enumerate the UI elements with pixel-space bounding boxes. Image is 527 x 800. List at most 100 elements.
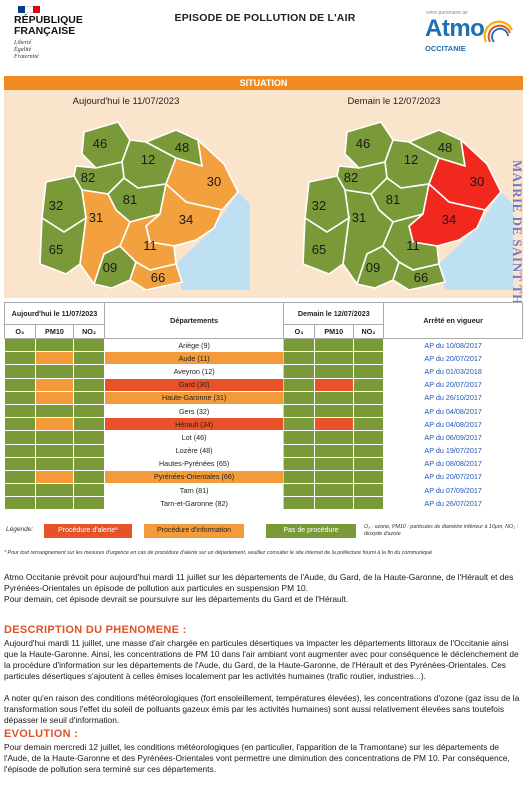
today-no2-cell <box>73 443 105 458</box>
department-name: Hérault (34) <box>103 417 285 432</box>
today-no2-cell <box>73 469 105 485</box>
atmo-tagline: votre partenaire air <box>426 10 468 16</box>
document-title: EPISODE DE POLLUTION DE L'AIR <box>174 12 356 24</box>
today-no2-cell <box>73 364 105 379</box>
today-o3-cell <box>4 351 36 366</box>
arrete-link[interactable]: AP du 07/09/2017 <box>383 483 523 498</box>
pollution-status-table: Aujourd'hui le 11/07/2023 Départements D… <box>4 302 523 511</box>
tomorrow-pm10-cell <box>313 337 354 353</box>
table-row: Haute-Garonne (31) AP du 26/10/2017 <box>4 390 523 405</box>
today-pm10-header: PM10 <box>34 324 75 339</box>
tomorrow-pm10-cell <box>313 443 354 458</box>
tomorrow-pm10-cell <box>313 364 354 379</box>
today-pm10-cell <box>34 443 75 458</box>
arrete-link[interactable]: AP du 04/08/2017 <box>383 417 523 432</box>
tomorrow-map-department-label-11: 11 <box>406 238 420 253</box>
tomorrow-o3-cell <box>283 403 315 419</box>
arrete-link[interactable]: AP du 26/07/2017 <box>383 496 523 511</box>
today-map-department-label-65: 65 <box>49 242 63 257</box>
tomorrow-o3-cell <box>283 430 315 445</box>
today-no2-cell <box>73 496 105 511</box>
arrete-link[interactable]: AP du 01/03/2018 <box>383 364 523 379</box>
table-row: Lozère (48) AP du 19/07/2017 <box>4 443 523 458</box>
tomorrow-map-title: Demain le 12/07/2023 <box>347 96 441 107</box>
motto-fraternite: Fraternité <box>14 54 39 60</box>
tomorrow-pm10-cell <box>313 417 354 432</box>
table-row: Gers (32) AP du 04/08/2017 <box>4 403 523 419</box>
tomorrow-pm10-cell <box>313 456 354 471</box>
tomorrow-map: 46 12 48 82 81 30 32 31 34 65 09 11 66 <box>302 121 513 290</box>
tomorrow-no2-cell <box>352 430 385 445</box>
today-map-department-label-30: 30 <box>207 174 221 189</box>
arrete-link[interactable]: AP du 20/07/2017 <box>383 351 523 366</box>
today-o3-cell <box>4 483 36 498</box>
table-row: Tarn-et-Garonne (82) AP du 26/07/2017 <box>4 496 523 511</box>
today-o3-cell <box>4 456 36 471</box>
today-map-department-label-34: 34 <box>179 212 193 227</box>
tomorrow-map-department-label-66: 66 <box>414 270 428 285</box>
today-pm10-cell <box>34 390 75 405</box>
department-name: Aude (11) <box>103 351 285 366</box>
republic-line2: FRANÇAISE <box>14 25 76 37</box>
arrete-link[interactable]: AP du 06/09/2017 <box>383 430 523 445</box>
tomorrow-pm10-cell <box>313 403 354 419</box>
arrete-link[interactable]: AP du 08/08/2017 <box>383 456 523 471</box>
today-no2-cell <box>73 377 105 392</box>
description-paragraph-1: Aujourd'hui mardi 11 juillet, une masse … <box>4 638 519 681</box>
tomorrow-no2-cell <box>352 443 385 458</box>
today-map-department-label-31: 31 <box>89 210 103 225</box>
today-o3-cell <box>4 377 36 392</box>
french-flag-icon <box>18 6 40 13</box>
tomorrow-pm10-cell <box>313 377 354 392</box>
tomorrow-no2-cell <box>352 351 385 366</box>
tomorrow-no2-cell <box>352 456 385 471</box>
evolution-paragraph: Pour demain mercredi 12 juillet, les con… <box>4 742 510 774</box>
table-row: Gard (30) AP du 20/07/2017 <box>4 377 523 392</box>
arrete-link[interactable]: AP du 10/08/2017 <box>383 337 523 353</box>
arrete-link[interactable]: AP du 26/10/2017 <box>383 390 523 405</box>
today-map-department-65 <box>39 216 88 275</box>
legend: Légende: Procédure d'alerte* Procédure d… <box>4 522 523 546</box>
table-row: Pyrénées-Orientales (66) AP du 20/07/2017 <box>4 469 523 485</box>
motto-liberte: Liberté <box>14 40 32 46</box>
department-name: Gers (32) <box>103 403 285 419</box>
intro-text: Atmo Occitanie prévoit pour aujourd'hui … <box>4 572 514 593</box>
department-name: Aveyron (12) <box>103 364 285 379</box>
tomorrow-o3-cell <box>283 456 315 471</box>
tomorrow-map-department-11 <box>382 213 440 271</box>
intro-paragraph: Atmo Occitanie prévoit pour aujourd'hui … <box>4 572 523 605</box>
arrete-link[interactable]: AP du 19/07/2017 <box>383 443 523 458</box>
tomorrow-o3-cell <box>283 496 315 511</box>
today-no2-cell <box>73 390 105 405</box>
tomorrow-o3-cell <box>283 417 315 432</box>
arrete-link[interactable]: AP du 20/07/2017 <box>383 469 523 485</box>
tomorrow-map-sea <box>439 192 513 290</box>
tomorrow-o3-cell <box>283 390 315 405</box>
table-row: Aude (11) AP du 20/07/2017 <box>4 351 523 366</box>
arrete-link[interactable]: AP du 20/07/2017 <box>383 377 523 392</box>
department-name: Gard (30) <box>103 377 285 392</box>
today-map-sea <box>176 192 250 290</box>
alert-footnote: * Pour tout renseignement sur les mesure… <box>4 550 433 556</box>
table-row: Hautes-Pyrénées (65) AP du 08/08/2017 <box>4 456 523 471</box>
today-o3-cell <box>4 337 36 353</box>
tomorrow-no2-cell <box>352 496 385 511</box>
tomorrow-map-department-label-46: 46 <box>356 136 370 151</box>
atmo-swoosh-icon <box>483 20 513 43</box>
today-pm10-cell <box>34 430 75 445</box>
tomorrow-o3-cell <box>283 377 315 392</box>
tomorrow-map-department-65 <box>302 216 351 275</box>
arrete-link[interactable]: AP du 04/08/2017 <box>383 403 523 419</box>
tomorrow-no2-cell <box>352 390 385 405</box>
department-name: Lot (46) <box>103 430 285 445</box>
department-name: Tarn-et-Garonne (82) <box>103 496 285 511</box>
table-row: Lot (46) AP du 06/09/2017 <box>4 430 523 445</box>
tomorrow-map-department-label-48: 48 <box>438 140 452 155</box>
today-o3-cell <box>4 496 36 511</box>
today-pm10-cell <box>34 456 75 471</box>
page-header: RÉPUBLIQUE FRANÇAISE Liberté Égalité Fra… <box>0 0 527 68</box>
maps-panel: Aujourd'hui le 11/07/2023 Demain le 12/0… <box>4 90 523 298</box>
tomorrow-no2-cell <box>352 417 385 432</box>
today-map: 46 12 48 82 81 30 32 31 34 65 09 11 66 <box>39 121 250 290</box>
tomorrow-map-department-label-32: 32 <box>312 198 326 213</box>
